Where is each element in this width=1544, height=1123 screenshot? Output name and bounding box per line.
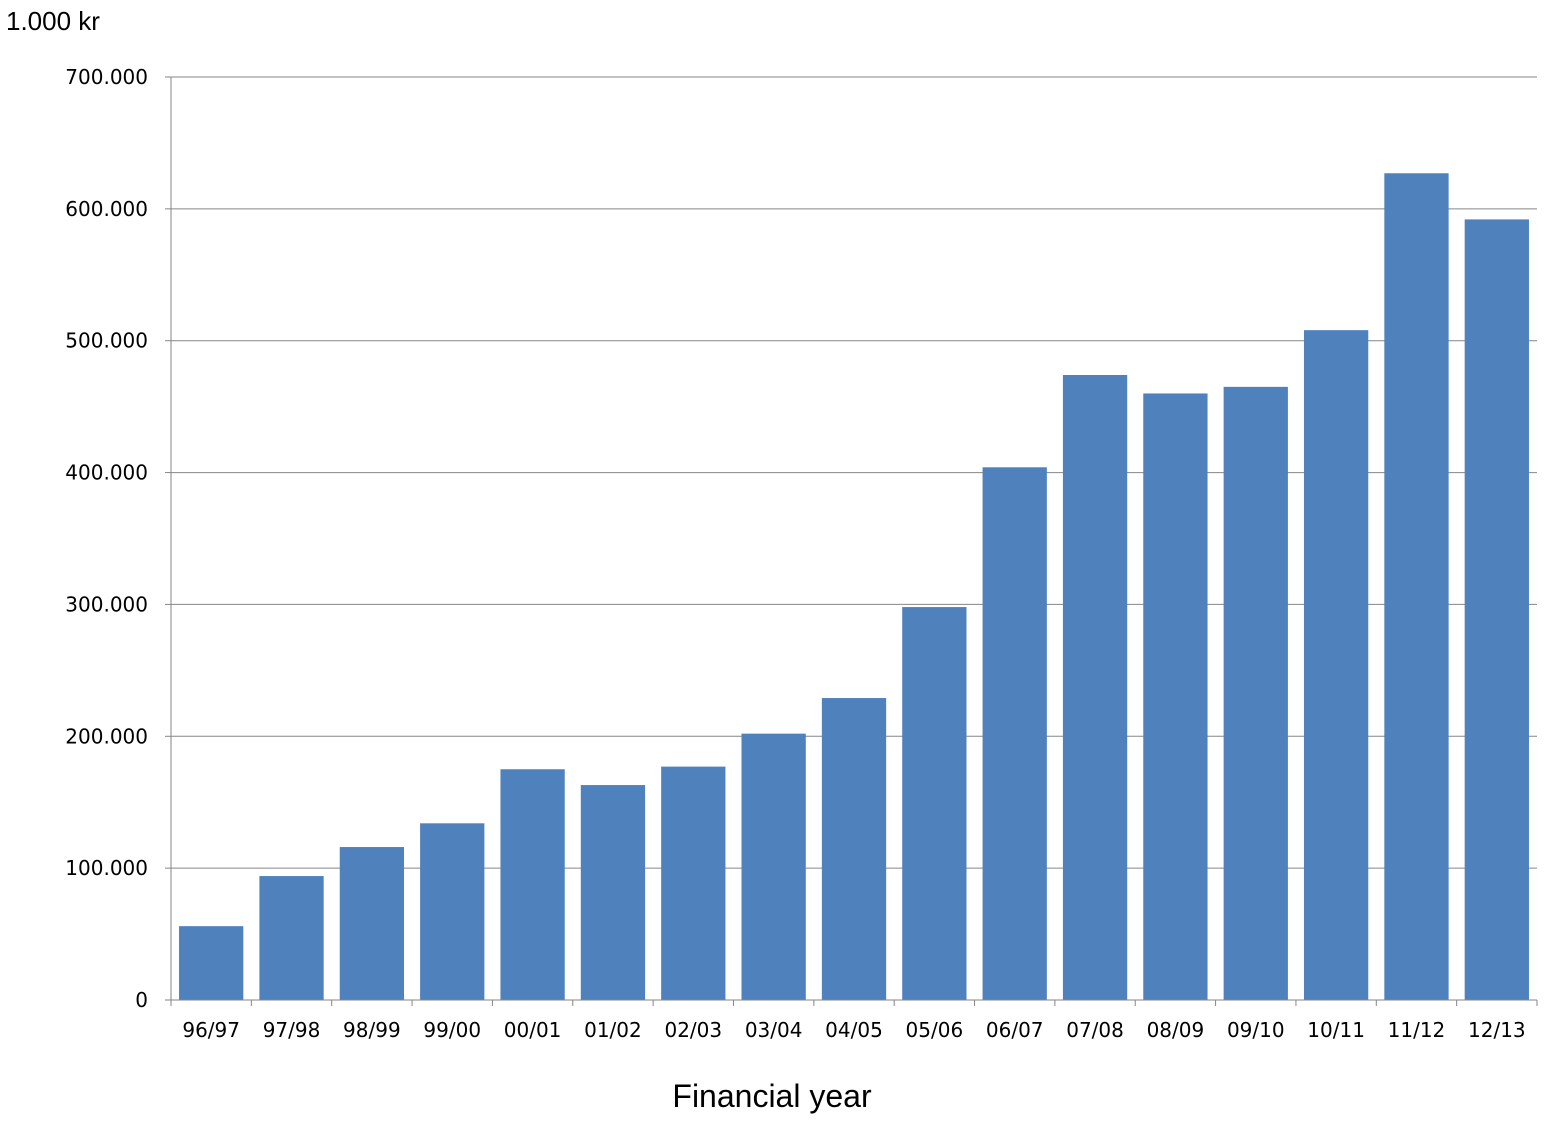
bar	[1384, 173, 1449, 1000]
y-tick-label: 0	[135, 988, 148, 1012]
x-tick-label: 12/13	[1468, 1018, 1526, 1042]
bar	[339, 847, 405, 1000]
bar	[1303, 330, 1369, 1000]
y-tick-label: 500.000	[65, 329, 148, 353]
x-tick-label: 99/00	[423, 1018, 481, 1042]
bar	[580, 785, 646, 1000]
axes	[165, 76, 1538, 1006]
bar	[902, 607, 967, 1000]
x-tick-label: 02/03	[664, 1018, 722, 1042]
y-axis-unit-label: 1.000 kr	[6, 6, 100, 36]
bar	[420, 823, 485, 1000]
x-tick-label: 01/02	[584, 1018, 642, 1042]
x-tick-label: 09/10	[1227, 1018, 1285, 1042]
y-tick-label: 700.000	[65, 65, 148, 89]
x-axis-title: Financial year	[672, 1078, 872, 1114]
x-tick-label: 98/99	[343, 1018, 401, 1042]
bar	[1223, 386, 1288, 1001]
bar	[1143, 393, 1208, 1000]
bar	[821, 698, 887, 1000]
x-tick-label: 96/97	[182, 1018, 240, 1042]
x-tick-label: 04/05	[825, 1018, 883, 1042]
x-tick-label: 07/08	[1066, 1018, 1124, 1042]
bar	[1062, 374, 1128, 1000]
x-tick-label: 06/07	[986, 1018, 1044, 1042]
x-tick-label: 03/04	[745, 1018, 803, 1042]
x-tick-label: 97/98	[263, 1018, 321, 1042]
bar	[1464, 219, 1529, 1001]
y-tick-label: 600.000	[65, 197, 148, 221]
x-tick-label: 05/06	[906, 1018, 964, 1042]
y-tick-label: 200.000	[65, 724, 148, 748]
x-tick-label: 10/11	[1307, 1018, 1365, 1042]
bars	[179, 173, 1529, 1001]
bar	[500, 769, 565, 1000]
bar	[741, 733, 806, 1000]
y-tick-labels: 0 100.000 200.000 300.000 400.000 500.000 600.…	[65, 65, 148, 1012]
x-tick-labels: 96/97 97/98 98/99 99/00 00/01 01/02 02/03 03/04…	[182, 1018, 1525, 1042]
bar	[179, 926, 244, 1000]
x-tick-label: 00/01	[504, 1018, 562, 1042]
gridlines	[171, 76, 1537, 869]
bar	[259, 876, 324, 1000]
y-tick-label: 400.000	[65, 461, 148, 485]
x-tick-label: 08/09	[1147, 1018, 1205, 1042]
y-tick-label: 100.000	[65, 856, 148, 880]
x-tick-label: 11/12	[1388, 1018, 1446, 1042]
bar	[982, 467, 1047, 1001]
y-tick-label: 300.000	[65, 592, 148, 616]
bar	[661, 766, 726, 1000]
